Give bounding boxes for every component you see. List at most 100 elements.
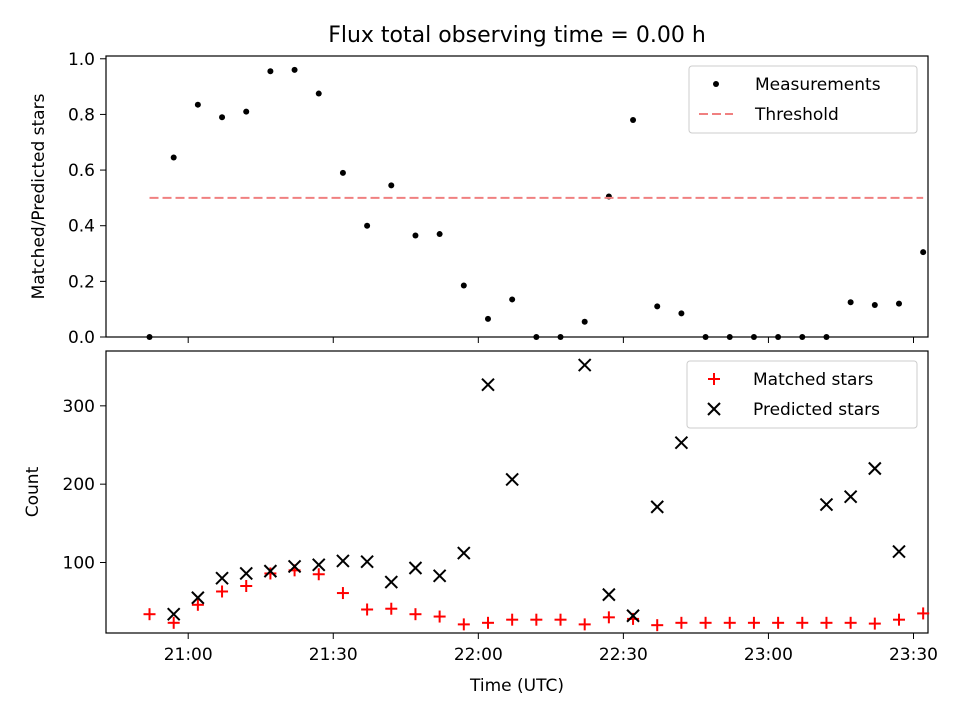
data-point	[530, 613, 543, 626]
data-point	[484, 315, 491, 322]
x-tick-label: 22:00	[454, 645, 503, 665]
data-point	[243, 108, 250, 115]
data-point	[312, 568, 325, 581]
data-point	[699, 616, 712, 629]
y-axis-label: Count	[23, 466, 43, 517]
y-tick-label: 300	[63, 397, 95, 417]
data-point	[388, 182, 395, 189]
data-point	[267, 68, 274, 75]
data-point	[772, 616, 785, 629]
data-point	[339, 169, 346, 176]
data-point	[723, 616, 736, 629]
y-tick-label: 0.8	[68, 105, 95, 125]
y-tick-label: 1.0	[68, 50, 95, 70]
data-point	[868, 617, 881, 630]
legend-label: Matched stars	[753, 370, 873, 390]
legend-swatch	[707, 402, 721, 416]
data-point	[820, 616, 833, 629]
data-point	[412, 232, 419, 239]
legend: Matched stars Predicted stars	[686, 360, 918, 429]
data-point	[533, 334, 540, 340]
data-point	[626, 609, 640, 623]
data-point	[843, 489, 858, 504]
data-point	[775, 334, 782, 340]
data-point	[630, 116, 637, 123]
figure-title: Flux total observing time = 0.00 h	[328, 23, 706, 48]
data-point	[674, 435, 689, 450]
data-point	[799, 334, 806, 340]
legend-label: Measurements	[755, 75, 881, 95]
data-point	[457, 618, 470, 631]
data-point	[364, 222, 371, 229]
legend-box	[688, 65, 918, 134]
axes-frame	[105, 350, 929, 634]
predicted-stars-series	[166, 358, 906, 623]
data-point	[287, 559, 302, 574]
data-point	[336, 587, 349, 600]
data-point	[408, 561, 423, 575]
data-point	[436, 231, 443, 238]
data-point	[868, 461, 882, 476]
data-point	[750, 334, 757, 340]
data-point	[191, 598, 204, 611]
y-tick-label: 200	[63, 475, 95, 495]
data-point	[460, 282, 467, 289]
data-point	[432, 569, 447, 583]
data-point	[166, 607, 181, 621]
data-point	[796, 616, 809, 629]
data-point	[602, 587, 616, 602]
data-point	[384, 575, 398, 589]
y-tick-label: 0.2	[68, 272, 95, 292]
data-point	[747, 616, 760, 629]
data-point	[675, 616, 688, 629]
data-point	[920, 249, 927, 256]
data-point	[554, 613, 567, 626]
data-point	[650, 500, 664, 514]
data-point	[312, 558, 326, 572]
data-point	[847, 299, 854, 306]
data-point	[361, 603, 374, 616]
data-point	[481, 377, 495, 392]
legend: Measurements Threshold	[688, 65, 918, 134]
data-point	[360, 555, 374, 569]
data-point	[433, 610, 446, 623]
data-point	[577, 358, 592, 372]
data-point	[143, 608, 156, 621]
y-axis-label: Matched/Predicted stars	[29, 93, 49, 299]
y-tick-label: 0.0	[68, 328, 95, 348]
data-point	[167, 616, 180, 629]
data-point	[678, 310, 685, 317]
legend-swatch	[713, 81, 719, 87]
data-point	[239, 566, 253, 581]
y-tick-label: 100	[63, 554, 95, 574]
axes-frame	[105, 55, 929, 338]
data-point	[602, 611, 615, 624]
ratio-panel: 0.0 0.2 0.4 0.6 0.8 1.0 Matched/Predicted star…	[29, 50, 929, 348]
data-point	[917, 607, 930, 620]
matched-stars-series	[143, 564, 930, 632]
data-point	[509, 296, 516, 303]
data-point	[291, 66, 298, 73]
data-point	[844, 616, 857, 629]
count-panel: 100 200 300 21:00 21:30 22:00 22:30 23:00 23:30 C…	[23, 350, 938, 696]
data-point	[651, 619, 664, 632]
data-point	[216, 585, 229, 598]
x-tick-label: 21:00	[164, 645, 213, 665]
data-point	[263, 564, 278, 578]
x-axis-label: Time (UTC)	[469, 676, 564, 696]
data-point	[578, 618, 591, 631]
x-tick-label: 23:30	[889, 645, 938, 665]
data-point	[557, 334, 564, 340]
data-point	[871, 302, 878, 309]
data-point	[409, 608, 422, 621]
legend-label: Predicted stars	[753, 400, 880, 420]
data-point	[726, 334, 733, 340]
data-point	[457, 546, 471, 560]
data-point	[170, 154, 177, 161]
data-point	[385, 602, 398, 615]
data-point	[240, 580, 253, 592]
legend-label: Threshold	[754, 105, 839, 125]
data-point	[146, 334, 153, 340]
x-tick-label: 21:30	[309, 645, 358, 665]
data-point	[505, 472, 519, 487]
